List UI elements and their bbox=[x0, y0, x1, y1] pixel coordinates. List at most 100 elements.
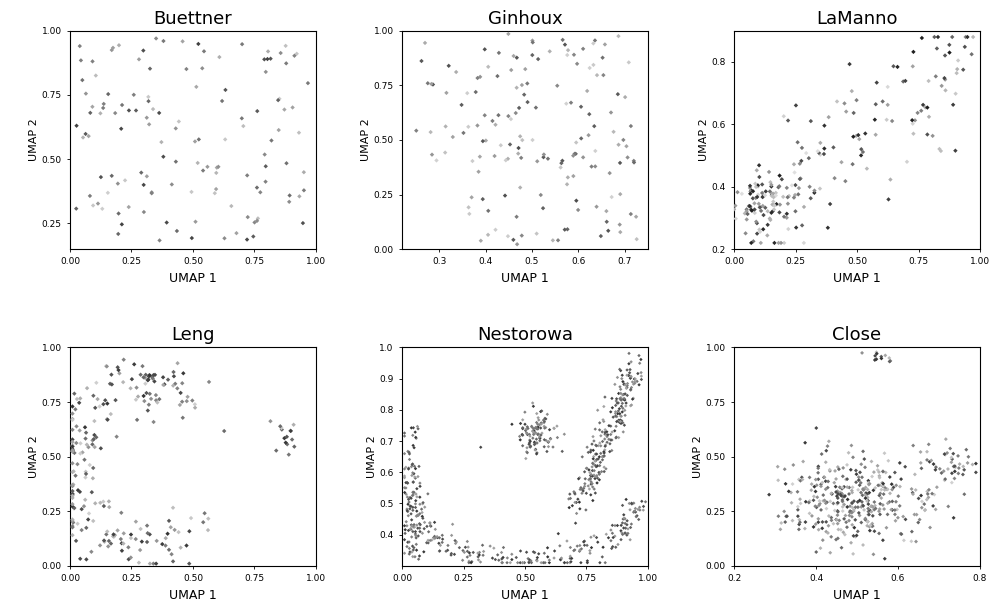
Point bbox=[123, 530, 139, 539]
Point bbox=[872, 509, 888, 519]
Point bbox=[590, 441, 606, 451]
Point bbox=[806, 186, 822, 196]
Point bbox=[272, 421, 288, 431]
Point bbox=[406, 488, 422, 498]
Point bbox=[792, 159, 808, 169]
Point bbox=[530, 419, 546, 429]
Point bbox=[920, 493, 936, 502]
Point bbox=[497, 191, 513, 200]
Point bbox=[919, 455, 935, 465]
Point bbox=[887, 505, 903, 515]
Point bbox=[558, 99, 574, 109]
Point bbox=[569, 541, 585, 551]
Point bbox=[514, 135, 530, 145]
Point bbox=[64, 530, 80, 540]
Point bbox=[855, 446, 871, 456]
Point bbox=[565, 171, 581, 181]
Point bbox=[856, 505, 872, 515]
Point bbox=[158, 533, 174, 543]
Point bbox=[882, 488, 898, 498]
Point bbox=[788, 223, 804, 232]
Point bbox=[603, 435, 619, 445]
Point bbox=[126, 359, 142, 369]
Point bbox=[608, 421, 624, 431]
Point bbox=[414, 512, 430, 522]
Point bbox=[401, 447, 417, 457]
Point bbox=[802, 509, 818, 518]
Point bbox=[871, 506, 887, 516]
Point bbox=[948, 89, 964, 98]
Point bbox=[234, 113, 250, 123]
Point bbox=[820, 477, 836, 486]
Point bbox=[404, 547, 420, 557]
Point bbox=[66, 389, 82, 399]
Point bbox=[778, 479, 794, 489]
Point bbox=[884, 116, 900, 126]
Point bbox=[815, 490, 831, 500]
Point bbox=[850, 502, 866, 512]
Point bbox=[104, 379, 120, 389]
Point bbox=[526, 428, 542, 438]
Point bbox=[569, 509, 585, 518]
Point bbox=[567, 149, 583, 159]
Point bbox=[512, 132, 528, 141]
Point bbox=[521, 557, 537, 566]
Point bbox=[408, 539, 424, 549]
Point bbox=[145, 104, 161, 114]
Point bbox=[532, 434, 548, 443]
Point bbox=[844, 520, 860, 530]
Point bbox=[533, 419, 549, 429]
Point bbox=[873, 493, 889, 503]
Point bbox=[841, 489, 857, 499]
Point bbox=[575, 486, 591, 496]
Point bbox=[187, 137, 203, 146]
Point bbox=[72, 426, 88, 435]
Point bbox=[64, 515, 80, 525]
Point bbox=[141, 119, 157, 129]
Point bbox=[407, 472, 423, 482]
Point bbox=[526, 429, 542, 439]
Point bbox=[149, 536, 165, 546]
Point bbox=[770, 511, 786, 521]
Point bbox=[831, 515, 847, 525]
Point bbox=[814, 478, 830, 488]
Point bbox=[471, 550, 487, 560]
Point bbox=[612, 227, 628, 237]
Point bbox=[606, 127, 622, 137]
Point bbox=[584, 462, 600, 472]
Point bbox=[549, 432, 565, 442]
Point bbox=[621, 499, 637, 509]
Point bbox=[106, 532, 122, 542]
Point bbox=[405, 526, 421, 536]
Point bbox=[886, 482, 902, 492]
Point bbox=[92, 402, 108, 411]
Point bbox=[188, 82, 204, 92]
Point bbox=[405, 541, 421, 551]
Point bbox=[843, 507, 859, 517]
Point bbox=[612, 365, 628, 375]
Point bbox=[99, 399, 115, 408]
Point bbox=[627, 374, 643, 384]
Point bbox=[833, 157, 849, 167]
Point bbox=[97, 395, 113, 405]
Point bbox=[791, 525, 807, 534]
Point bbox=[938, 434, 954, 444]
Point bbox=[928, 504, 944, 514]
Point bbox=[623, 519, 639, 529]
Point bbox=[77, 472, 93, 482]
Point bbox=[810, 468, 826, 478]
Point bbox=[175, 368, 191, 378]
Point bbox=[526, 440, 542, 450]
Point bbox=[521, 558, 537, 568]
Point bbox=[516, 90, 532, 100]
Point bbox=[861, 480, 877, 490]
Point bbox=[916, 499, 932, 509]
Point bbox=[619, 520, 635, 530]
Point bbox=[527, 423, 543, 433]
Point bbox=[755, 201, 771, 211]
Point bbox=[899, 157, 915, 167]
Point bbox=[594, 427, 610, 437]
Point bbox=[568, 138, 584, 148]
Point bbox=[588, 472, 604, 482]
Point bbox=[915, 100, 931, 110]
